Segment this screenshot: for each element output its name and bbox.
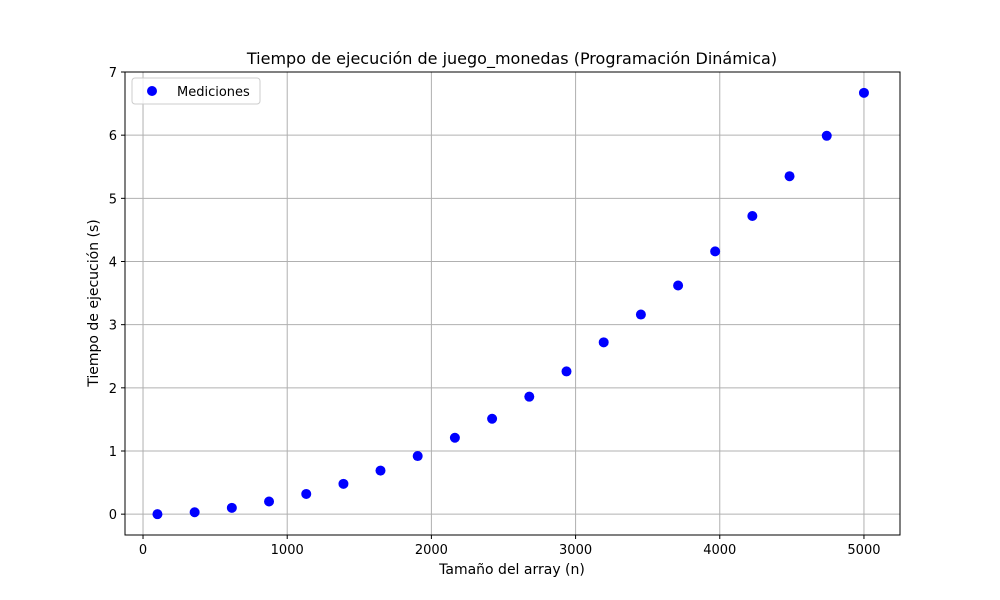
data-points bbox=[152, 87, 869, 520]
data-point bbox=[226, 502, 237, 513]
data-point bbox=[449, 432, 460, 443]
data-point bbox=[858, 87, 869, 98]
y-tick-label: 1 bbox=[109, 445, 117, 460]
legend-marker bbox=[147, 86, 157, 96]
y-tick-label: 4 bbox=[109, 255, 117, 270]
data-point bbox=[487, 413, 498, 424]
plot-area bbox=[124, 71, 901, 536]
y-tick-label: 2 bbox=[109, 382, 117, 397]
y-axis: 0 1 2 3 4 5 6 7 bbox=[109, 66, 125, 523]
data-point bbox=[561, 366, 572, 377]
x-tick-label: 3000 bbox=[559, 543, 592, 558]
data-point bbox=[598, 337, 609, 348]
data-point bbox=[189, 507, 200, 518]
data-point bbox=[412, 451, 423, 462]
chart-title: Tiempo de ejecución de juego_monedas (Pr… bbox=[246, 49, 777, 69]
y-tick-label: 0 bbox=[109, 508, 117, 523]
y-tick-label: 6 bbox=[109, 129, 117, 144]
data-point bbox=[338, 478, 349, 489]
y-axis-label: Tiempo de ejecución (s) bbox=[86, 219, 102, 388]
grid bbox=[125, 71, 900, 535]
y-tick-label: 5 bbox=[109, 192, 117, 207]
data-point bbox=[821, 130, 832, 141]
x-axis-label: Tamaño del array (n) bbox=[438, 562, 585, 578]
y-tick-label: 7 bbox=[109, 66, 117, 81]
data-point bbox=[635, 309, 646, 320]
data-point bbox=[152, 509, 163, 520]
x-tick-label: 2000 bbox=[415, 543, 448, 558]
data-point bbox=[747, 211, 758, 222]
x-axis: 0 1000 2000 3000 4000 5000 bbox=[139, 535, 881, 558]
x-tick-label: 4000 bbox=[703, 543, 736, 558]
x-tick-label: 0 bbox=[139, 543, 147, 558]
data-point bbox=[375, 465, 386, 476]
data-point bbox=[710, 246, 721, 257]
data-point bbox=[524, 391, 535, 402]
data-point bbox=[673, 280, 684, 291]
legend-label: Mediciones bbox=[177, 85, 250, 100]
y-tick-label: 3 bbox=[109, 319, 117, 334]
legend: Mediciones bbox=[131, 77, 261, 105]
data-point bbox=[784, 171, 795, 182]
x-tick-label: 5000 bbox=[847, 543, 880, 558]
data-point bbox=[301, 488, 312, 499]
x-tick-label: 1000 bbox=[271, 543, 304, 558]
legend-box bbox=[131, 77, 261, 105]
data-point bbox=[264, 496, 275, 507]
